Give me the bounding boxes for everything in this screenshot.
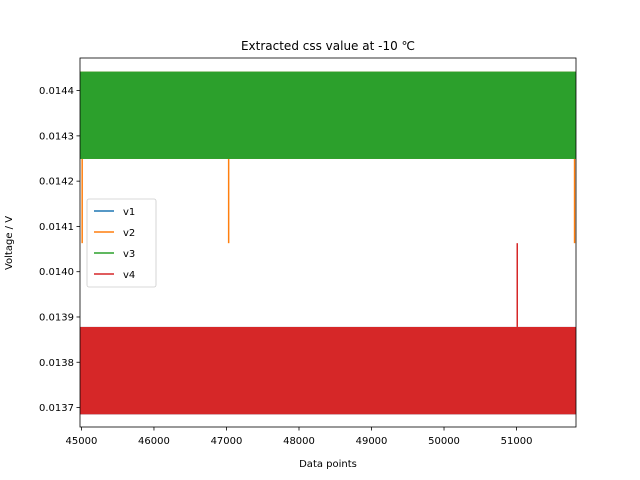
y-tick-label-0: 0.0137 (39, 403, 74, 414)
axes: 45000 46000 47000 48000 49000 50000 51000 0.013… (39, 57, 577, 447)
legend-label-v4: v4 (123, 270, 135, 281)
y-axis-label: Voltage / V (4, 216, 15, 270)
y-tick-label-5: 0.0142 (39, 177, 74, 188)
y-tick-label-4: 0.0141 (39, 222, 74, 233)
legend-label-v2: v2 (123, 228, 135, 239)
x-tick-label-2: 47000 (211, 436, 243, 447)
y-tick-label-2: 0.0139 (39, 312, 74, 323)
legend: v1 v2 v3 v4 (86, 198, 157, 288)
legend-label-v3: v3 (123, 249, 135, 260)
y-tick-label-6: 0.0143 (39, 131, 74, 142)
y-tick-label-1: 0.0138 (39, 358, 74, 369)
x-tick-label-1: 46000 (138, 436, 170, 447)
x-tick-label-5: 50000 (428, 436, 460, 447)
legend-box (86, 198, 157, 288)
series-v4-band (80, 326, 576, 415)
y-tick-label-7: 0.0144 (39, 86, 74, 97)
x-tick-label-3: 48000 (283, 436, 315, 447)
x-tick-label-4: 49000 (356, 436, 388, 447)
chart-title: Extracted css value at -10 ℃ (241, 39, 415, 53)
series-v3-band (80, 71, 576, 159)
x-tick-label-6: 51000 (501, 436, 533, 447)
y-tick-label-3: 0.0140 (39, 267, 74, 278)
plot-frame (79, 57, 577, 428)
x-tick-label-0: 45000 (66, 436, 98, 447)
plot-area (80, 71, 576, 415)
legend-label-v1: v1 (123, 207, 135, 218)
x-axis-label: Data points (299, 459, 357, 470)
